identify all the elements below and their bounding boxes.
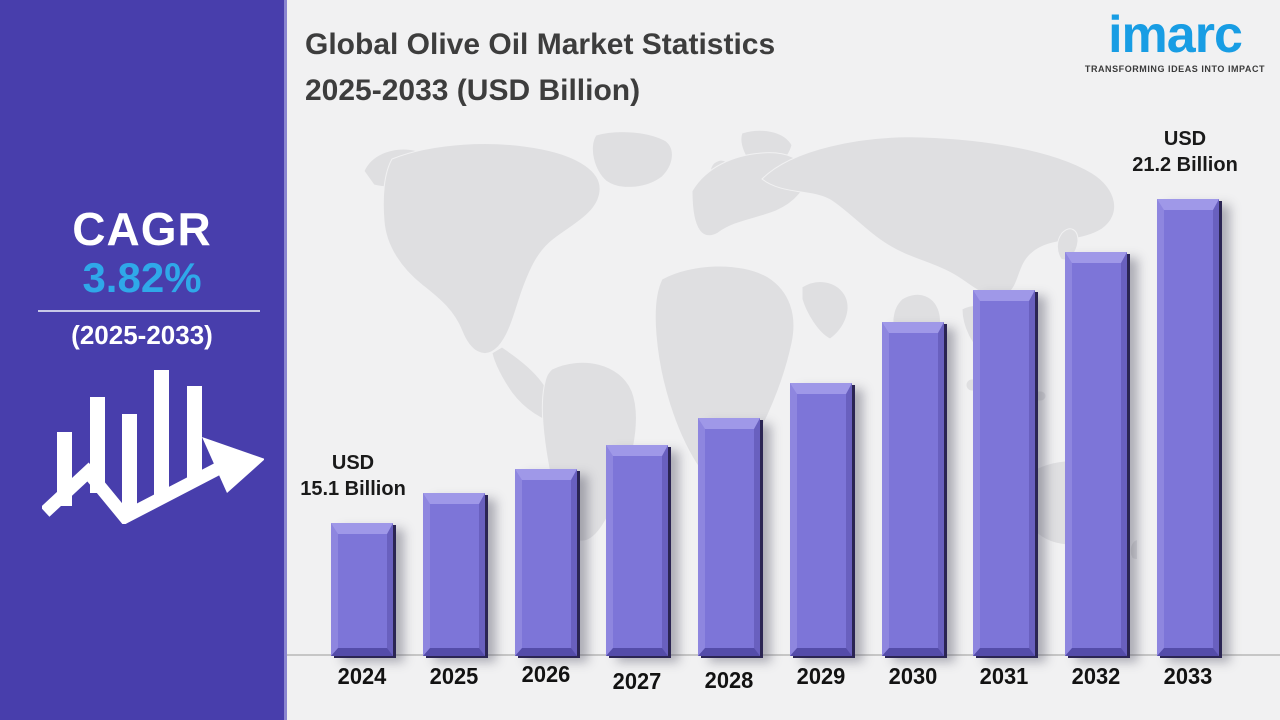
x-label-2026: 2026 [521, 661, 570, 687]
map-new-zealand [1129, 539, 1137, 560]
map-asia [761, 136, 1116, 298]
chart-title: Global Olive Oil Market Statistics 2025-2… [305, 22, 775, 114]
x-axis-labels: 2024 2025 2026 2027 2028 2029 2030 2031 2032 2033 [331, 661, 1219, 694]
imarc-logo-wordmark: imarc [1108, 6, 1243, 64]
bar-2031 [973, 290, 1036, 656]
map-greenland [591, 131, 673, 188]
chart-title-line1: Global Olive Oil Market Statistics [305, 28, 776, 61]
x-label-2027: 2027 [612, 668, 662, 694]
x-label-2025: 2025 [429, 663, 479, 689]
map-north-america [382, 143, 601, 354]
x-label-2033: 2033 [1163, 663, 1213, 689]
bar-2030 [881, 322, 944, 656]
value-label-2033: USD 21.2 Billion [1119, 126, 1251, 178]
x-label-2032: 2032 [1071, 663, 1121, 689]
value-label-2024-line2: 15.1 Billion [300, 478, 406, 500]
bar-2027 [606, 445, 669, 656]
value-label-2033-line1: USD [1163, 128, 1207, 150]
x-label-2031: 2031 [980, 663, 1029, 689]
divider [38, 310, 260, 312]
bar-2033 [1156, 199, 1219, 656]
bar-2024 [331, 523, 393, 656]
bar-2032 [1065, 252, 1128, 656]
bar-2029 [789, 383, 852, 656]
bars-container [331, 156, 1219, 656]
cagr-label: CAGR [72, 203, 212, 255]
cagr-period: (2025-2033) [71, 320, 213, 350]
map-arabia [801, 281, 849, 340]
chart-title-line2: 2025-2033 (USD Billion) [305, 74, 641, 107]
x-label-2028: 2028 [704, 667, 754, 693]
x-label-2030: 2030 [888, 663, 937, 689]
value-label-2024: USD 15.1 Billion [287, 450, 419, 502]
x-label-2024: 2024 [337, 663, 387, 689]
chart-panel: Global Olive Oil Market Statistics 2025-2… [287, 0, 1280, 720]
growth-chart-up-arrow-icon [42, 370, 264, 524]
x-axis-line [287, 654, 1280, 656]
bar-2025 [422, 493, 485, 656]
cagr-sidebar: CAGR 3.82% (2025-2033) [0, 0, 287, 720]
bar-2026 [514, 469, 577, 656]
x-label-2029: 2029 [796, 663, 846, 689]
bar-2028 [698, 418, 761, 656]
value-label-2033-line2: 21.2 Billion [1132, 154, 1238, 176]
cagr-value: 3.82% [82, 254, 202, 301]
imarc-logo-tagline: TRANSFORMING IDEAS INTO IMPACT [1084, 64, 1266, 74]
imarc-logo: imarc TRANSFORMING IDEAS INTO IMPACT [1075, 6, 1275, 74]
value-label-2024-line1: USD [331, 452, 375, 474]
